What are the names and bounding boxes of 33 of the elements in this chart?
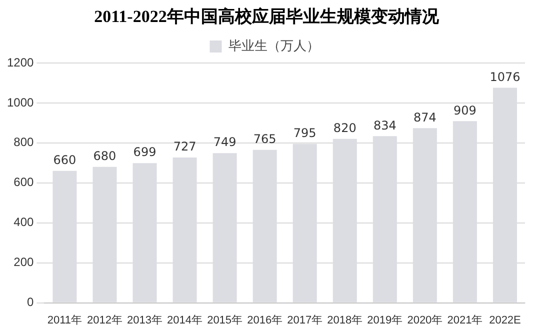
x-tick-label: 2014年: [167, 314, 203, 326]
y-tick-label: 800: [14, 135, 34, 150]
x-tick-label: 2018年: [327, 314, 363, 326]
data-label: 727: [173, 140, 196, 154]
data-label: 749: [213, 135, 236, 150]
y-tick-label: 600: [14, 175, 34, 190]
y-tick-label: 0: [27, 295, 34, 310]
y-tick-label: 400: [14, 215, 34, 230]
chart-title: 2011-2022年中国高校应届毕业生规模变动情况: [93, 6, 440, 28]
x-tick-label: 2013年: [127, 314, 162, 326]
legend-label: 毕业生（万人）: [228, 38, 320, 54]
x-tick-label: 2019年: [367, 314, 403, 326]
x-tick-label: 2011年: [47, 314, 82, 326]
data-label: 795: [293, 126, 316, 140]
x-tick-label: 2015年: [207, 314, 243, 326]
data-label: 660: [53, 153, 76, 168]
x-tick-label: 2017年: [287, 314, 323, 326]
y-tick-label: 200: [14, 255, 34, 270]
data-label: 834: [373, 118, 396, 132]
data-label: 909: [454, 103, 476, 118]
data-label: 699: [133, 145, 156, 160]
data-label: 874: [413, 110, 436, 124]
data-label: 680: [93, 149, 116, 164]
data-label: 1076: [490, 70, 520, 84]
x-tick-label: 2012年: [86, 314, 122, 326]
x-tick-label: 2020年: [407, 314, 443, 326]
x-tick-label: 2022E: [489, 314, 521, 326]
data-label: 765: [253, 132, 276, 146]
x-tick-label: 2021年: [447, 314, 483, 326]
y-tick-label: 1000: [6, 95, 34, 110]
data-label: 820: [333, 121, 356, 136]
y-tick-label: 1200: [6, 55, 34, 70]
x-tick-label: 2016年: [247, 314, 283, 326]
